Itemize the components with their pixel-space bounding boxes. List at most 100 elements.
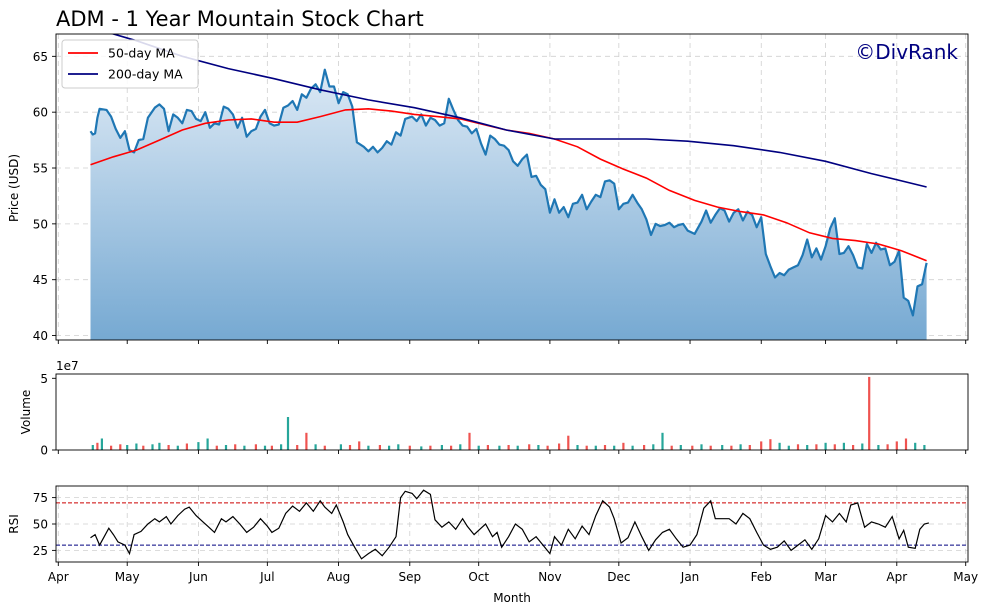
volume-bar (477, 445, 480, 450)
volume-bar (323, 445, 326, 450)
volume-y-axis: 05 (40, 372, 56, 458)
volume-bar (528, 444, 531, 450)
volume-bar (197, 442, 200, 450)
x-tick-label: Jul (259, 570, 274, 584)
volume-bar (234, 444, 237, 450)
watermark: ©DivRank (855, 40, 958, 64)
volume-bar (613, 445, 616, 450)
legend-box (61, 39, 199, 89)
volume-bar (576, 445, 579, 450)
volume-y-axis-label: Volume (19, 390, 33, 435)
volume-bar (886, 444, 889, 450)
legend: 50-day MA 200-day MA (61, 39, 199, 89)
volume-bar (661, 432, 664, 450)
volume-bar (339, 444, 342, 450)
volume-bar (679, 445, 682, 450)
price-panel: 40 45 50 55 60 65 Price (USD) 50-day MA 200-d… (7, 33, 969, 344)
volume-bar (914, 442, 917, 450)
x-axis: Apr May Jun Jul Aug Sep Oct Nov Dec Jan Feb Mar Apr M… (48, 562, 978, 584)
volume-bar (388, 445, 391, 450)
price-y-axis: 40 45 50 55 60 65 (33, 50, 56, 343)
volume-bar (700, 444, 703, 450)
price-y-tick-label: 40 (33, 329, 48, 343)
volume-bar (546, 445, 549, 450)
rsi-line (90, 489, 930, 560)
volume-bar (126, 445, 129, 450)
volume-bar (270, 445, 273, 450)
volume-bar (158, 442, 161, 450)
x-tick-label: May (953, 570, 978, 584)
volume-bar (877, 445, 880, 450)
price-x-ticks (57, 340, 967, 344)
price-y-tick-label: 45 (33, 273, 48, 287)
volume-y-tick-label: 0 (40, 444, 48, 458)
volume-bar (643, 445, 646, 450)
x-tick-label: Apr (48, 570, 69, 584)
price-y-axis-label: Price (USD) (7, 154, 21, 222)
chart-title: ADM - 1 Year Mountain Stock Chart (56, 7, 424, 31)
price-y-tick-label: 60 (33, 106, 48, 120)
ma200-line (110, 34, 927, 188)
volume-bar (603, 445, 607, 450)
volume-bar (895, 441, 898, 450)
volume-bar (842, 442, 845, 450)
volume-bar (796, 444, 800, 450)
volume-axes-frame (55, 373, 969, 451)
x-tick-label: May (115, 570, 140, 584)
x-tick-label: Nov (538, 570, 561, 584)
rsi-y-tick-label: 75 (33, 491, 48, 505)
volume-bar (397, 444, 400, 450)
volume-bar (314, 444, 317, 450)
volume-y-tick-label: 5 (40, 372, 48, 386)
volume-bar (861, 443, 864, 450)
rsi-y-axis-label: RSI (7, 514, 21, 534)
volume-bar (450, 445, 453, 450)
volume-bar (215, 445, 218, 450)
volume-bar (440, 445, 443, 450)
volume-bar (135, 443, 138, 450)
volume-bar (263, 445, 267, 450)
x-axis-label: Month (493, 591, 531, 605)
volume-bar (100, 438, 103, 450)
volume-bar (348, 445, 352, 450)
x-tick-label: Apr (886, 570, 907, 584)
volume-bar (806, 445, 809, 450)
x-tick-label: Aug (327, 570, 350, 584)
legend-ma50-label: 50-day MA (108, 46, 175, 61)
x-tick-label: Dec (607, 570, 630, 584)
volume-bar (224, 445, 228, 450)
volume-bar (691, 445, 694, 450)
volume-bar (429, 445, 432, 450)
volume-scale-label: 1e7 (56, 359, 79, 373)
legend-ma200-label: 200-day MA (108, 67, 183, 82)
x-tick-label: Jan (680, 570, 700, 584)
volume-bar (537, 445, 540, 450)
volume-bar (119, 444, 122, 450)
volume-bar (516, 445, 519, 450)
volume-bar (459, 444, 462, 450)
rsi-y-tick-label: 25 (33, 544, 48, 558)
volume-bar (358, 441, 361, 450)
volume-bar (91, 445, 94, 450)
volume-bar (305, 432, 308, 450)
volume-bar (378, 445, 381, 450)
volume-bar (243, 445, 246, 450)
rsi-panel: 25 50 75 Apr May Jun Jul Aug Sep Oct Nov Dec Jan Feb… (7, 485, 978, 605)
volume-bar (96, 442, 99, 450)
volume-bar (739, 444, 742, 450)
volume-bar (923, 445, 926, 450)
volume-bar (408, 445, 411, 450)
price-y-tick-label: 65 (33, 50, 48, 64)
x-tick-label: Sep (398, 570, 421, 584)
volume-bar (868, 376, 871, 450)
volume-panel: 05 1e7 Volume (19, 359, 969, 458)
volume-bar (206, 438, 209, 450)
volume-bar (760, 441, 763, 450)
volume-bar (110, 445, 113, 450)
volume-bar (558, 443, 561, 450)
volume-bar (787, 445, 790, 450)
volume-bar (286, 417, 290, 450)
volume-bar (730, 445, 733, 450)
volume-bar (815, 444, 818, 450)
price-area-fill (90, 69, 927, 340)
